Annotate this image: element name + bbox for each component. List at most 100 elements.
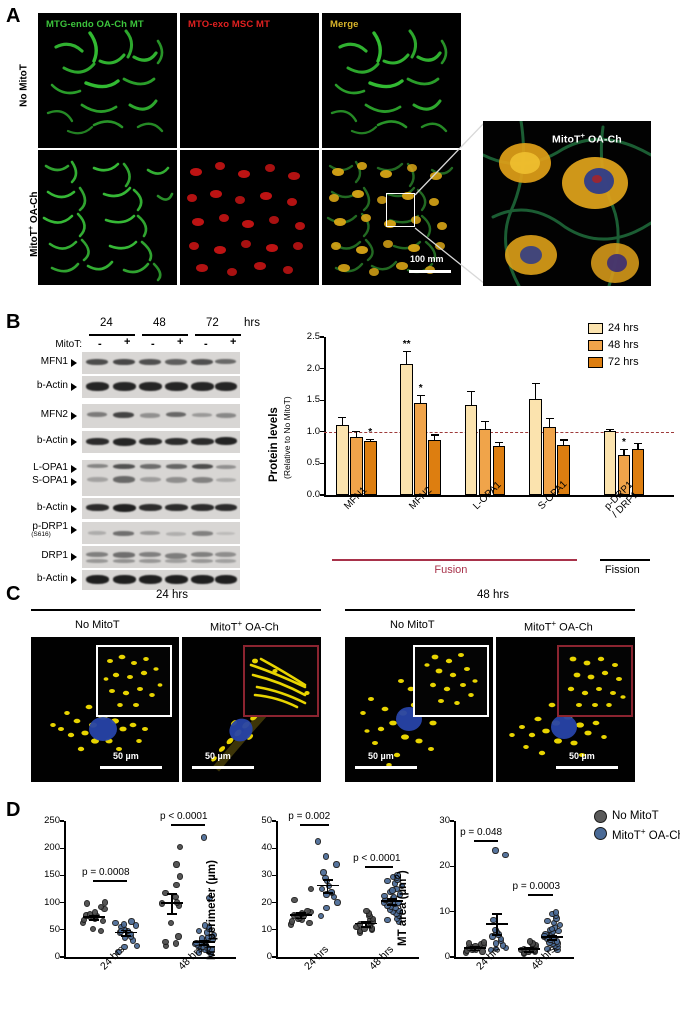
chart-errorbar-cap [620, 448, 628, 451]
chart-legend-label: 72 hrs [608, 356, 639, 368]
chart-legend-swatch [588, 357, 603, 368]
scatter-point [97, 903, 105, 911]
scatter-point [489, 933, 496, 940]
panel-a-image-r2c2 [180, 150, 319, 285]
scatter-point [91, 909, 99, 916]
scatter-point [479, 948, 486, 955]
blot-label-pdrp1-sub: (S616) [31, 531, 51, 538]
chart-ytick [320, 431, 324, 433]
scatter-sem-cap [167, 893, 177, 895]
chart-errorbar-cap [545, 417, 554, 420]
scatter-point [195, 927, 202, 935]
scatter-ytick [272, 956, 276, 958]
chart-errorbar [562, 439, 565, 446]
panel-c-condition-1: MitoT+ OA-Ch [210, 619, 279, 634]
scatter-ytick-label: 150 [44, 869, 60, 881]
panel-a-scalebar-label: 100 mm [410, 254, 444, 264]
panel-a-inset-label: MitoT+ OA-Ch [552, 131, 622, 146]
panel-c-rule-48 [345, 609, 635, 611]
panel-a-image-r1c3 [322, 13, 461, 148]
scatter-sem-cap [524, 951, 535, 953]
chart-significance-marker: * [418, 383, 423, 395]
scatter-point [89, 925, 96, 932]
panel-b-lane-sign-5: + [230, 336, 237, 348]
chart-errorbar-cap [467, 390, 476, 392]
scatter-point [318, 885, 326, 893]
chart-significance-marker: * [622, 436, 626, 448]
scatter-point [490, 916, 497, 924]
scatter-point [211, 932, 218, 939]
scatter-sem-cap [492, 913, 503, 916]
panel-b-timepoint-48: 48 [153, 317, 166, 329]
scatter-ytick-label: 0 [54, 951, 60, 962]
scatter-ytick [60, 874, 64, 877]
scatter-point [307, 885, 315, 893]
chart-errorbar [406, 350, 408, 364]
blot-arrow-drp1 [71, 553, 77, 561]
scatter-significance-line [171, 824, 205, 826]
blot-arrow-bactin-1 [71, 383, 77, 391]
panel-b-letter: B [6, 311, 21, 333]
scatter-significance-line [299, 824, 329, 826]
scatter-significance-line [93, 880, 127, 882]
panel-b-hrs-unit: hrs [244, 317, 260, 329]
scatter-ytick [450, 820, 454, 822]
scatter-point [173, 881, 180, 889]
chart-bar [492, 446, 506, 495]
scatter-point [396, 891, 404, 898]
panel-a-letter: A [6, 5, 21, 27]
scatter-sem-bar [300, 912, 302, 918]
scatter-sem-cap [121, 935, 131, 937]
chart-legend-label: 48 hrs [608, 339, 639, 351]
chart-errorbar [355, 431, 357, 437]
blot-strip-pdrp1 [82, 522, 240, 544]
panel-d-legend-label-0: No MitoT [612, 810, 659, 822]
panel-b-lane-sign-1: + [124, 336, 131, 348]
scatter-y-axis [64, 821, 66, 957]
scatter-point [173, 940, 180, 947]
scatter-sem-cap [89, 919, 99, 922]
scatter-point [356, 921, 364, 928]
scatter-ytick [272, 847, 276, 849]
panel-c-inset-0 [96, 645, 172, 717]
scatter-pvalue-label: p < 0.0001 [160, 811, 208, 822]
scatter-pvalue-label: p = 0.0008 [82, 867, 130, 878]
scatter-ytick [60, 820, 64, 822]
panel-c-scalebar-1 [192, 766, 254, 769]
scatter-point [132, 922, 140, 929]
scatter-significance-line [473, 840, 499, 842]
scatter-point [112, 920, 119, 927]
scatter-ytick [272, 820, 276, 822]
scatter-sem-cap [199, 939, 209, 942]
blot-label-bactin-1: b-Actin [36, 380, 68, 391]
panel-b-mitot-label: MitoT: [55, 339, 82, 350]
scatter-ytick [450, 911, 454, 913]
chart-ytick-label: 1.5 [306, 394, 320, 406]
scatter-point [162, 938, 169, 945]
blot-arrow-l-opa1 [71, 465, 77, 473]
scatter-point [304, 907, 311, 914]
scatter-point [323, 904, 330, 912]
panel-c-scalebar-label-2: 50 µm [368, 751, 394, 761]
scatter-point [554, 938, 561, 945]
chart-bar [414, 403, 427, 495]
panel-c-scalebar-3 [556, 766, 618, 769]
panel-b-rule-48 [142, 334, 188, 336]
scatter-point [133, 942, 141, 950]
chart-errorbar-cap [430, 434, 439, 436]
panel-d-letter: D [6, 799, 21, 821]
panel-c-scalebar-label-3: 50 µm [569, 751, 595, 761]
chart-bar [464, 405, 478, 495]
scatter-ytick [272, 929, 276, 931]
chart-errorbar-cap [352, 431, 361, 433]
panel-b-lane-sign-2: - [151, 338, 155, 350]
blot-strip-mfn1 [82, 352, 240, 374]
panel-c-scalebar-label-1: 50 µm [205, 751, 231, 761]
chart-errorbar [484, 421, 486, 430]
chart-legend-swatch [588, 340, 603, 351]
chart-ytick-label: 1.0 [306, 425, 320, 437]
chart-bar [336, 425, 349, 495]
scatter-pvalue-label: p = 0.048 [460, 827, 503, 838]
panel-a-image-r1c2 [180, 13, 319, 148]
scatter-point [193, 939, 200, 947]
